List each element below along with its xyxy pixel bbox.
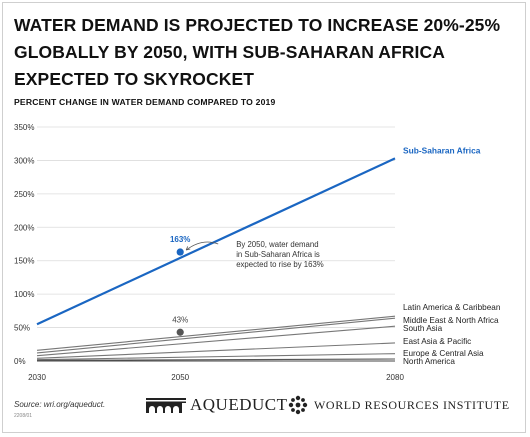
annotation-text: in Sub-Saharan Africa is bbox=[236, 250, 320, 259]
series-label: Europe & Central Asia bbox=[403, 349, 484, 358]
aqueduct-arch-icon bbox=[146, 398, 186, 413]
aqueduct-logo: AQUEDUCT bbox=[146, 395, 288, 415]
chart-title: PERCENT CHANGE IN WATER DEMAND COMPARED … bbox=[14, 97, 276, 107]
series-label: Sub-Saharan Africa bbox=[403, 145, 481, 155]
series-line bbox=[36, 358, 396, 361]
data-point-label: 43% bbox=[172, 315, 188, 324]
y-tick-label: 50% bbox=[14, 324, 30, 333]
annotation-text: expected to rise by 163% bbox=[236, 260, 324, 269]
series-line bbox=[36, 315, 396, 351]
series-label: North America bbox=[403, 357, 455, 366]
series-line bbox=[36, 353, 396, 361]
y-tick-label: 250% bbox=[14, 190, 34, 199]
series-label: East Asia & Pacific bbox=[403, 337, 471, 346]
y-tick-label: 150% bbox=[14, 257, 34, 266]
headline: WATER DEMAND IS PROJECTED TO INCREASE 20… bbox=[14, 15, 501, 89]
annotation-text: By 2050, water demand bbox=[236, 240, 318, 249]
series-line bbox=[36, 157, 396, 326]
y-tick-label: 300% bbox=[14, 156, 34, 165]
source-note: Source: wri.org/aqueduct. bbox=[14, 400, 106, 409]
graphic-code: 2208/01 bbox=[14, 413, 33, 419]
data-point-marker bbox=[176, 248, 184, 256]
wri-wordmark: WORLD RESOURCES INSTITUTE bbox=[314, 397, 510, 412]
aqueduct-wordmark: AQUEDUCT bbox=[190, 395, 288, 414]
wri-logo: WORLD RESOURCES INSTITUTE bbox=[288, 395, 510, 415]
y-tick-label: 0% bbox=[14, 357, 26, 366]
y-tick-label: 200% bbox=[14, 223, 34, 232]
data-point-label: 163% bbox=[170, 235, 190, 244]
series-line bbox=[36, 325, 396, 357]
annotation-arrowhead bbox=[185, 246, 191, 251]
wri-globe-icon bbox=[288, 395, 308, 415]
annotation-arrow bbox=[185, 241, 219, 251]
data-point-marker bbox=[176, 328, 184, 336]
x-tick-label: 2030 bbox=[28, 373, 46, 382]
series-label: Latin America & Caribbean bbox=[403, 303, 501, 312]
y-tick-label: 100% bbox=[14, 290, 34, 299]
x-tick-label: 2050 bbox=[171, 373, 189, 382]
y-tick-label: 350% bbox=[14, 123, 34, 132]
series-label: Middle East & North Africa bbox=[403, 316, 499, 325]
x-tick-label: 2080 bbox=[386, 373, 404, 382]
series-line bbox=[36, 342, 396, 359]
series-line bbox=[36, 317, 396, 354]
series-label: South Asia bbox=[403, 324, 443, 333]
